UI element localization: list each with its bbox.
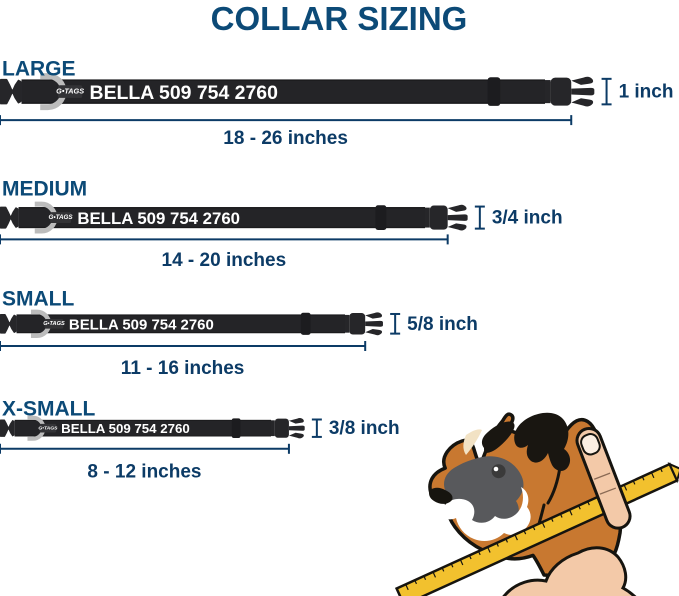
svg-text:BELLA 509 754 2760: BELLA 509 754 2760	[77, 209, 240, 228]
svg-text:G•TAGS: G•TAGS	[38, 425, 58, 431]
svg-text:11 - 16 inches: 11 - 16 inches	[121, 358, 245, 379]
svg-text:SMALL: SMALL	[2, 287, 74, 310]
svg-text:3/4 inch: 3/4 inch	[492, 208, 563, 229]
svg-text:LARGE: LARGE	[2, 57, 76, 80]
svg-text:1 inch: 1 inch	[619, 82, 674, 103]
svg-text:G•TAGS: G•TAGS	[49, 214, 74, 221]
svg-text:COLLAR SIZING: COLLAR SIZING	[211, 0, 468, 37]
svg-text:8 - 12 inches: 8 - 12 inches	[87, 462, 201, 483]
svg-text:BELLA 509 754 2760: BELLA 509 754 2760	[90, 82, 279, 104]
svg-text:BELLA 509 754 2760: BELLA 509 754 2760	[61, 421, 190, 436]
svg-text:18 - 26 inches: 18 - 26 inches	[223, 128, 348, 149]
svg-text:MEDIUM: MEDIUM	[2, 177, 87, 200]
svg-text:14 - 20 inches: 14 - 20 inches	[162, 250, 287, 271]
svg-text:BELLA 509 754 2760: BELLA 509 754 2760	[69, 316, 214, 333]
svg-text:5/8 inch: 5/8 inch	[407, 314, 478, 335]
svg-text:X-SMALL: X-SMALL	[2, 397, 95, 420]
svg-text:G•TAGS: G•TAGS	[56, 86, 84, 95]
svg-text:G•TAGS: G•TAGS	[43, 321, 65, 327]
svg-text:3/8 inch: 3/8 inch	[329, 418, 400, 439]
